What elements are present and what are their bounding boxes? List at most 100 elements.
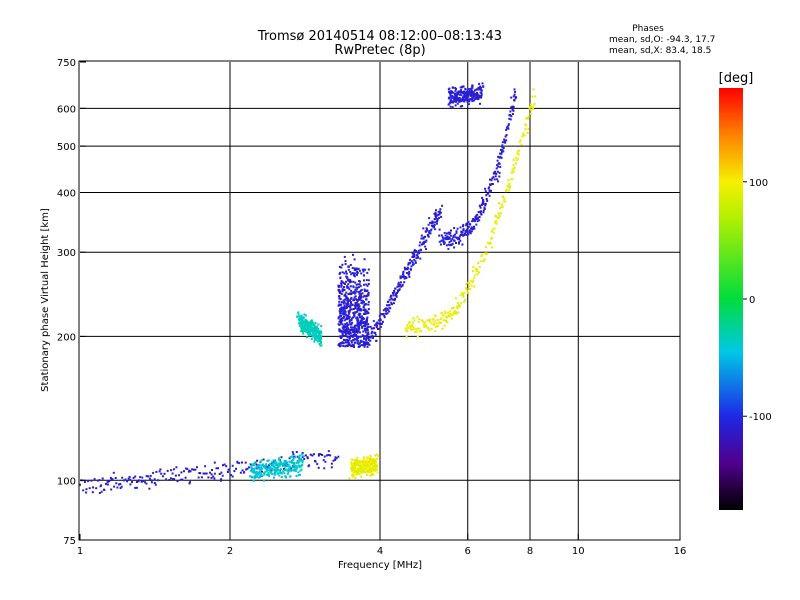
data-point [261,467,264,470]
data-point [350,463,353,466]
data-point [497,165,500,168]
data-point [514,97,517,100]
data-point [365,470,368,473]
data-point [158,470,161,473]
data-point [490,189,492,192]
data-point [344,295,347,298]
data-point [370,474,373,477]
data-point [344,260,347,263]
x-tick-label: 4 [377,546,383,557]
data-point [264,467,267,470]
data-point [486,252,489,255]
data-point [482,259,485,262]
data-point [355,473,358,476]
data-point [456,227,459,230]
data-point [440,234,443,237]
data-point [486,199,489,202]
data-point [398,285,401,288]
data-point [347,310,350,313]
data-point [145,482,148,485]
data-point [338,284,341,287]
data-point [339,341,342,344]
data-point [471,98,474,101]
data-point [313,338,316,341]
data-point [508,183,511,185]
data-point [268,474,270,476]
data-point [478,219,481,222]
data-point [303,323,306,326]
data-point [371,473,373,475]
data-point [345,322,348,325]
data-point [372,458,375,461]
data-point [518,141,521,144]
data-point [124,478,127,481]
data-point [257,473,260,476]
data-point [458,238,461,240]
data-point [343,300,346,303]
data-point [478,94,481,97]
data-point [207,476,210,479]
data-point [425,324,427,327]
data-point [340,336,343,339]
data-point [284,475,287,478]
data-point [82,489,85,492]
data-point [509,110,512,113]
data-point [447,247,450,250]
data-point [512,164,515,167]
data-point [274,463,277,466]
data-point [383,316,386,319]
data-point [396,291,398,294]
data-point [344,341,347,344]
data-point [344,334,347,337]
data-point [366,345,369,348]
data-point [489,178,491,181]
data-point [361,471,364,474]
data-point [422,321,425,324]
data-point [189,470,192,473]
data-point [265,466,268,469]
data-point [470,227,473,230]
chart-title: Tromsø 20140514 08:12:00–08:13:43 [257,29,502,44]
data-point [356,307,359,310]
data-point [317,329,320,332]
data-point [401,275,403,278]
data-point [498,202,501,205]
data-point [458,97,461,99]
data-point [319,339,322,342]
data-point [236,460,239,463]
data-point [267,459,270,462]
data-point [277,466,280,468]
data-point [250,469,252,472]
data-point [477,216,480,219]
data-point [293,469,295,472]
data-point [114,477,117,479]
data-point [319,336,322,339]
data-point [360,292,363,295]
data-point [359,321,362,323]
data-point [341,288,344,291]
data-point [375,339,378,342]
data-point [458,304,460,307]
data-point [512,171,515,174]
data-point [482,209,485,212]
data-point [111,478,114,481]
data-point [90,479,93,482]
data-point [352,339,355,342]
data-point [495,215,498,218]
data-point [213,477,216,480]
data-point [362,469,365,472]
data-point [339,304,342,307]
data-point [416,335,419,338]
data-point [403,277,406,280]
data-point [492,176,495,179]
data-point [299,457,302,460]
data-point [341,281,344,284]
data-point [433,225,436,228]
data-point [254,462,256,465]
data-point [369,339,372,342]
data-point [501,141,504,144]
data-point [429,232,432,235]
data-point [513,88,516,91]
data-point [175,466,178,469]
